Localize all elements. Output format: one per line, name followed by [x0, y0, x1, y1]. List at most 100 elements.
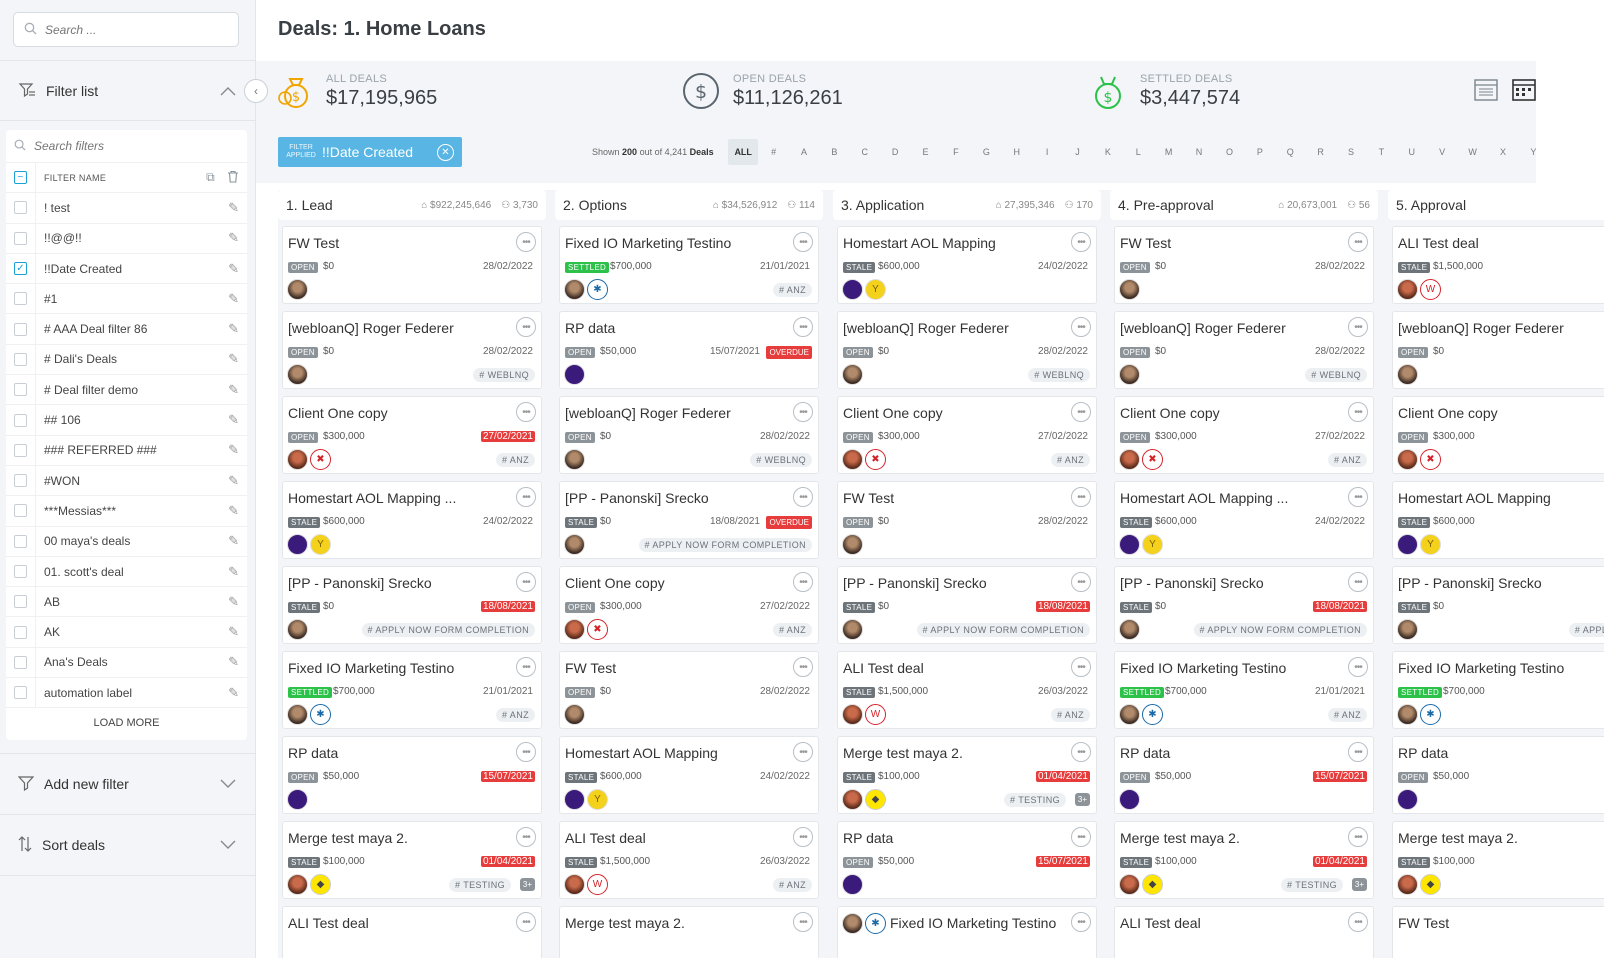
filter-checkbox[interactable] [14, 565, 27, 578]
pencil-icon[interactable]: ✎ [228, 502, 239, 518]
lender-logo[interactable]: ✱ [587, 279, 608, 300]
filter-checkbox-cell[interactable] [6, 344, 36, 375]
more-options-icon[interactable]: ••• [793, 657, 813, 677]
avatar[interactable] [842, 534, 863, 555]
lender-logo[interactable]: ✱ [865, 913, 886, 934]
avatar[interactable] [1397, 789, 1418, 810]
deal-title[interactable]: Client One copy [565, 575, 665, 591]
deal-title[interactable]: [webloanQ] Roger Federer [843, 320, 1009, 336]
avatar[interactable] [287, 279, 308, 300]
filter-row[interactable]: automation label ✎ [6, 678, 247, 709]
lender-logo[interactable]: Y [1142, 534, 1163, 555]
letter-filter[interactable]: F [953, 147, 959, 157]
filter-checkbox-cell[interactable]: ✓ [6, 253, 36, 284]
more-options-icon[interactable]: ••• [1348, 487, 1368, 507]
avatar[interactable] [842, 913, 863, 934]
filter-search[interactable] [6, 130, 247, 163]
deal-title[interactable]: Client One copy [843, 405, 943, 421]
filter-row[interactable]: 01. scott's deal ✎ [6, 556, 247, 588]
chevron-down-icon[interactable] [220, 776, 236, 792]
chevron-down-icon[interactable] [220, 837, 236, 853]
avatar[interactable] [1397, 874, 1418, 895]
letter-filter[interactable]: T [1378, 147, 1385, 157]
letter-filter[interactable]: X [1499, 147, 1506, 157]
lender-logo[interactable]: ◆ [1420, 874, 1441, 895]
filter-checkbox-cell[interactable] [6, 678, 36, 708]
filter-checkbox[interactable] [14, 201, 27, 215]
deal-card[interactable]: FW Test ••• OPEN $0 28/02/2022 [559, 651, 819, 729]
pencil-icon[interactable]: ✎ [228, 230, 239, 246]
deal-title[interactable]: Homestart AOL Mapping [843, 235, 996, 251]
deal-card[interactable]: RP data ••• OPEN $50,000 15/07/2021 [1114, 736, 1374, 814]
more-options-icon[interactable]: ••• [516, 487, 536, 507]
letter-filter[interactable]: R [1317, 147, 1324, 157]
deal-card[interactable]: Merge test maya 2. ••• STALE $100,000 01/04/… [282, 821, 542, 899]
filter-checkbox[interactable] [14, 625, 27, 639]
more-options-icon[interactable]: ••• [1071, 827, 1091, 847]
filter-checkbox-cell[interactable] [6, 405, 36, 435]
global-search[interactable] [13, 12, 239, 47]
lender-logo[interactable]: Y [1420, 534, 1441, 555]
letter-filter[interactable]: L [1135, 147, 1141, 157]
letter-filter[interactable]: ALL [728, 139, 759, 165]
avatar[interactable] [564, 364, 585, 385]
deal-card[interactable]: Client One copy•••OPEN$300,000✖ [1392, 396, 1604, 474]
more-options-icon[interactable]: ••• [793, 402, 813, 422]
avatar[interactable] [287, 874, 308, 895]
deal-title[interactable]: ALI Test deal [1120, 915, 1201, 931]
board-view-icon[interactable] [1512, 79, 1536, 106]
filter-checkbox-cell[interactable] [6, 375, 36, 405]
sort-deals-header[interactable]: Sort deals [0, 815, 256, 875]
more-options-icon[interactable]: ••• [1071, 742, 1091, 762]
filter-checkbox[interactable] [14, 322, 27, 336]
collapse-sidebar-button[interactable]: ‹ [244, 79, 268, 103]
avatar[interactable] [842, 874, 863, 895]
deal-card[interactable]: Homestart AOL Mapping ... ••• STALE $600,00… [282, 481, 542, 559]
avatar[interactable] [1397, 364, 1418, 385]
filter-checkbox-cell[interactable] [6, 587, 36, 617]
pencil-icon[interactable]: ✎ [228, 412, 239, 428]
pencil-icon[interactable]: ✎ [228, 533, 239, 549]
filter-checkbox-cell[interactable] [6, 435, 36, 465]
more-options-icon[interactable]: ••• [1071, 487, 1091, 507]
avatar[interactable] [564, 789, 585, 810]
lender-logo[interactable]: Y [310, 534, 331, 555]
filter-checkbox[interactable] [14, 504, 27, 518]
lender-logo[interactable]: W [587, 874, 608, 895]
clear-filter-icon[interactable]: ✕ [437, 143, 454, 161]
avatar[interactable] [842, 789, 863, 810]
letter-filter[interactable]: S [1348, 147, 1355, 157]
more-options-icon[interactable]: ••• [793, 317, 813, 337]
deal-card[interactable]: [webloanQ] Roger Federer ••• OPEN $0 28/02/2… [837, 311, 1097, 389]
lender-logo[interactable]: ✱ [1420, 704, 1441, 725]
deal-title[interactable]: [webloanQ] Roger Federer [565, 405, 731, 421]
letter-filter[interactable]: H [1013, 147, 1020, 157]
filter-checkbox[interactable] [14, 595, 27, 609]
filter-applied-chip[interactable]: FILTER APPLIED !!Date Created ✕ [278, 137, 462, 167]
select-all-cell[interactable]: − [6, 163, 36, 193]
more-options-icon[interactable]: ••• [1348, 232, 1368, 252]
avatar[interactable] [564, 449, 585, 470]
filter-checkbox[interactable] [14, 686, 27, 700]
deal-title[interactable]: Fixed IO Marketing Testino [890, 915, 1057, 931]
deal-card[interactable]: Fixed IO Marketing Testino ••• SETTLED$700… [1114, 651, 1374, 729]
filter-checkbox[interactable]: ✓ [14, 262, 27, 276]
lender-logo[interactable]: ◆ [1142, 874, 1163, 895]
deal-card[interactable]: Fixed IO Marketing Testino ••• SETTLED$700… [559, 226, 819, 304]
avatar[interactable] [287, 364, 308, 385]
deal-card[interactable]: ALI Test deal ••• STALE $1,500,000 26/03/202… [559, 821, 819, 899]
letter-filter[interactable]: M [1164, 147, 1173, 157]
deal-title[interactable]: [PP - Panonski] Srecko [288, 575, 432, 591]
deal-card[interactable]: [PP - Panonski] Srecko ••• STALE $0 18/08/20… [282, 566, 542, 644]
deal-card[interactable]: [webloanQ] Roger Federer•••OPEN$0 [1392, 311, 1604, 389]
deal-title[interactable]: [PP - Panonski] Srecko [565, 490, 709, 506]
avatar[interactable] [287, 789, 308, 810]
deal-title[interactable]: [webloanQ] Roger Federer [288, 320, 454, 336]
filter-checkbox-cell[interactable] [6, 556, 36, 587]
deal-title[interactable]: RP data [565, 320, 616, 336]
avatar[interactable] [1397, 279, 1418, 300]
avatar[interactable] [842, 704, 863, 725]
select-all-checkbox[interactable]: − [14, 171, 27, 185]
deal-title[interactable]: Merge test maya 2. [288, 830, 408, 846]
